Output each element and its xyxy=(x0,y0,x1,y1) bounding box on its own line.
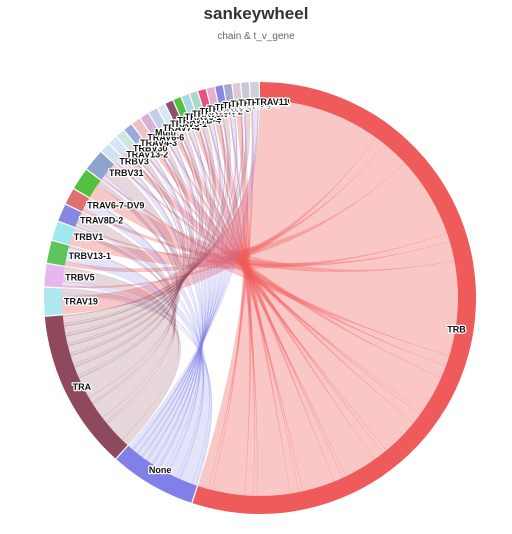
flow-link xyxy=(128,147,204,469)
node-arc[interactable] xyxy=(44,264,65,288)
node-label: TRAV13-2 xyxy=(126,150,168,160)
node-label: TRAV5N-4 xyxy=(192,109,235,119)
flow-link xyxy=(73,138,189,368)
flow-link xyxy=(76,212,177,419)
node-arc[interactable] xyxy=(215,85,226,105)
node-arc[interactable] xyxy=(181,94,195,114)
flow-link xyxy=(137,104,229,455)
flow-link xyxy=(74,144,186,376)
node-arc[interactable] xyxy=(86,152,114,180)
flow-link xyxy=(63,100,244,326)
flow-link xyxy=(136,103,231,454)
node-label: TRBV3 xyxy=(119,156,149,166)
node-label: Multi xyxy=(155,128,176,138)
flow-link xyxy=(147,134,206,466)
node-arc[interactable] xyxy=(46,240,70,266)
node-label: TRAV13D-4 xyxy=(231,99,279,109)
node-label: TRAV6-7-DV9 xyxy=(87,201,144,211)
node-label: TRAV6-1 xyxy=(185,112,222,122)
flow-link xyxy=(78,156,182,379)
node-label: TRBV1 xyxy=(74,232,104,242)
node-label: TRAV3-4 xyxy=(215,102,252,112)
node-arc[interactable] xyxy=(173,97,188,117)
node-arc[interactable] xyxy=(116,130,135,150)
node-arc[interactable] xyxy=(206,86,218,107)
node-label: None xyxy=(149,465,172,475)
node-label: TRAV13N-3 xyxy=(223,101,271,111)
flow-link xyxy=(132,101,239,454)
flow-link xyxy=(67,113,208,347)
node-label: TRB xyxy=(447,325,466,335)
node-arc[interactable] xyxy=(109,137,128,156)
node-arc[interactable] xyxy=(165,100,180,120)
node-label: TRAV7D-4 xyxy=(177,115,220,125)
flow-link xyxy=(73,133,191,367)
flow-link xyxy=(63,101,237,327)
node-label: TRAV9-4 xyxy=(238,98,275,108)
node-arc[interactable] xyxy=(232,82,242,102)
flow-link xyxy=(137,106,225,457)
flow-link xyxy=(115,156,204,472)
node-label: TRAV11 xyxy=(255,97,288,107)
flow-link xyxy=(65,106,221,337)
flow-link xyxy=(70,128,194,365)
node-arc[interactable] xyxy=(124,124,143,144)
node-arc[interactable] xyxy=(189,91,203,111)
links-layer xyxy=(61,99,459,497)
node-label: TRAV5-1 xyxy=(170,119,207,129)
node-label: TRAV7-4 xyxy=(163,123,200,133)
flow-link xyxy=(62,99,260,317)
node-arc[interactable] xyxy=(44,315,128,459)
chart-subtitle: chain & t_v_gene xyxy=(217,31,295,42)
node-arc[interactable] xyxy=(101,144,122,164)
node-arc[interactable] xyxy=(74,169,101,198)
node-arc[interactable] xyxy=(157,104,173,124)
node-arc[interactable] xyxy=(140,113,158,133)
node-label: TRAV8D-2 xyxy=(80,216,123,226)
flow-link xyxy=(67,116,204,354)
flow-link xyxy=(77,150,184,378)
node-label: TRAV4-3 xyxy=(140,138,177,148)
node-arc[interactable] xyxy=(58,204,82,228)
node-arcs-layer xyxy=(44,82,477,514)
flow-link xyxy=(61,288,181,446)
flow-link xyxy=(145,118,212,461)
node-label: TRBV31 xyxy=(109,168,144,178)
node-label: TRAV19 xyxy=(64,296,98,306)
node-arc[interactable] xyxy=(52,221,75,245)
flow-link xyxy=(63,102,232,334)
flow-link xyxy=(61,99,377,315)
node-label: TRBV30 xyxy=(133,144,168,154)
node-label: TRA xyxy=(73,382,92,392)
node-label: TRAV9N-2 xyxy=(200,107,243,117)
flow-link xyxy=(127,99,259,450)
flow-link xyxy=(96,183,202,474)
node-arc[interactable] xyxy=(132,118,150,139)
chart-title: sankeywheel xyxy=(203,4,309,23)
node-arc[interactable] xyxy=(116,445,197,503)
node-arc[interactable] xyxy=(241,82,250,101)
node-arc[interactable] xyxy=(149,108,166,129)
node-arc[interactable] xyxy=(65,189,89,212)
node-arc[interactable] xyxy=(44,287,63,316)
node-label: TRBV13-1 xyxy=(69,251,112,261)
flow-link xyxy=(88,197,176,405)
node-arc[interactable] xyxy=(198,89,210,109)
node-label: TRAV6-6 xyxy=(147,133,184,143)
node-arc[interactable] xyxy=(223,83,234,103)
flow-link xyxy=(125,151,203,469)
flow-link xyxy=(132,100,244,451)
node-labels-layer: TRB None TRA TRAV19 TRBV5 TRBV13-1 TRBV1 TRAV8D… xyxy=(63,96,468,477)
node-label: TRAV9N-4 xyxy=(246,97,289,107)
node-label: TRBV5 xyxy=(65,272,95,282)
node-arc[interactable] xyxy=(249,82,259,101)
node-label: TRAV3N-3 xyxy=(207,104,250,114)
